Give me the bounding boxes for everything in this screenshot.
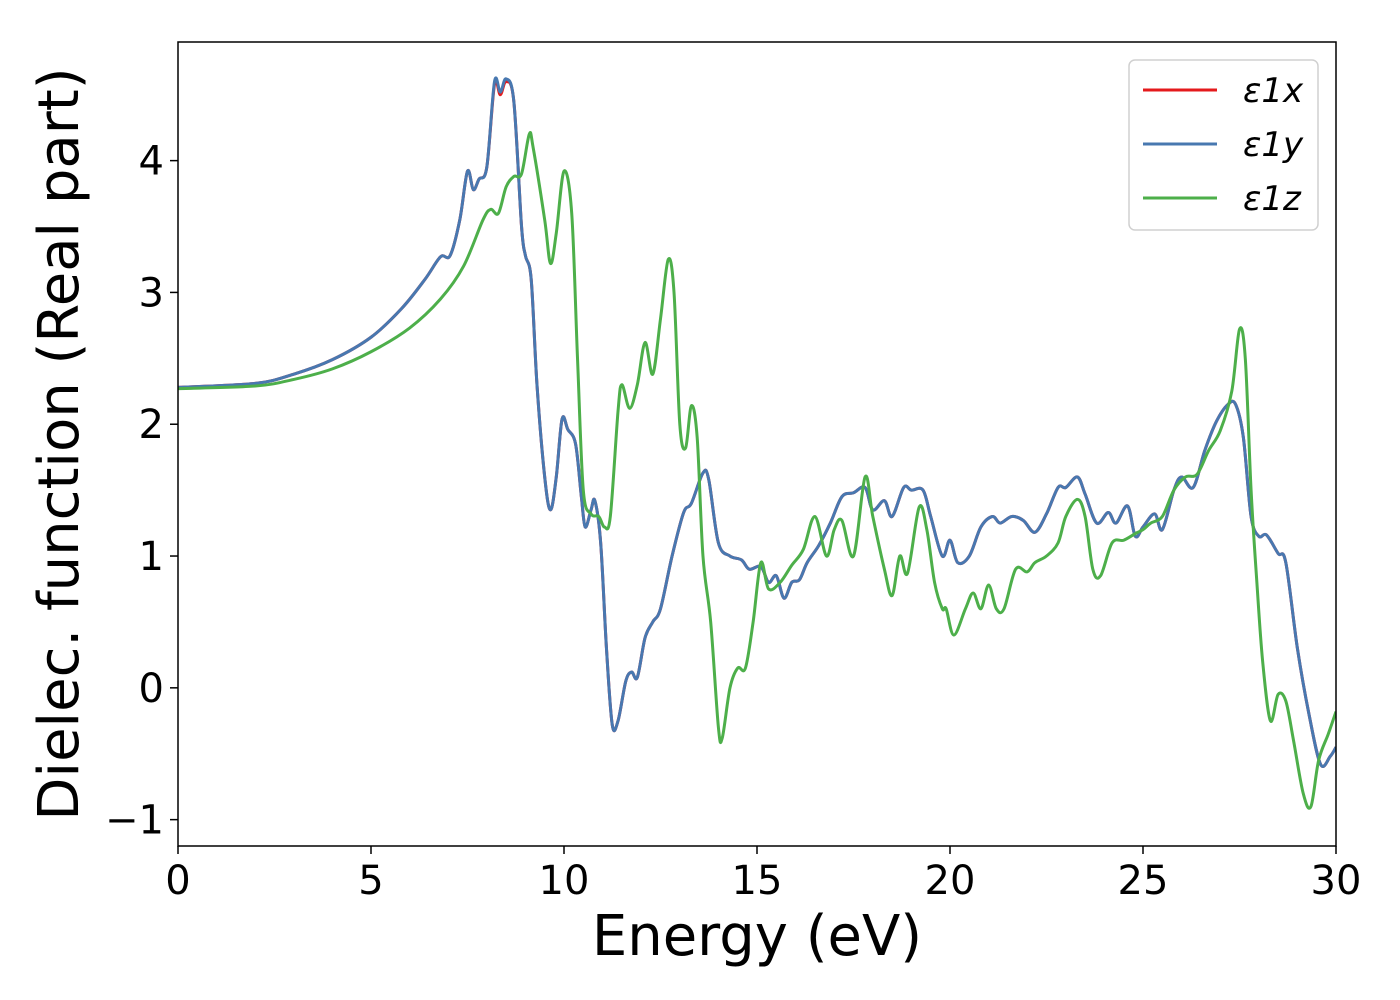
- series-layer: [178, 76, 1336, 810]
- legend: ε1x ε1y ε1z: [1128, 59, 1319, 231]
- series-line-z: [178, 130, 1336, 810]
- y-tick-label: 4: [139, 139, 164, 185]
- x-tick-label: 0: [165, 858, 190, 904]
- legend-label: ε1y: [1243, 125, 1304, 165]
- y-tick-label: 1: [139, 534, 164, 580]
- y-axis-title: Dielec. function (Real part): [27, 67, 92, 820]
- x-tick-label: 10: [539, 858, 590, 904]
- y-tick-label: −1: [105, 798, 164, 844]
- legend-label: ε1x: [1243, 71, 1304, 111]
- legend-box: [1128, 59, 1319, 231]
- x-tick-label: 15: [732, 858, 783, 904]
- x-tick-label: 30: [1311, 858, 1362, 904]
- x-axis-title: Energy (eV): [592, 904, 922, 969]
- x-tick-label: 25: [1118, 858, 1169, 904]
- x-tick-label: 5: [358, 858, 383, 904]
- x-tick-label: 20: [925, 858, 976, 904]
- legend-label: ε1z: [1243, 179, 1302, 219]
- y-tick-label: 0: [139, 666, 164, 712]
- series-line-y: [178, 76, 1336, 768]
- y-tick-label: 3: [139, 270, 164, 316]
- y-tick-label: 2: [139, 402, 164, 448]
